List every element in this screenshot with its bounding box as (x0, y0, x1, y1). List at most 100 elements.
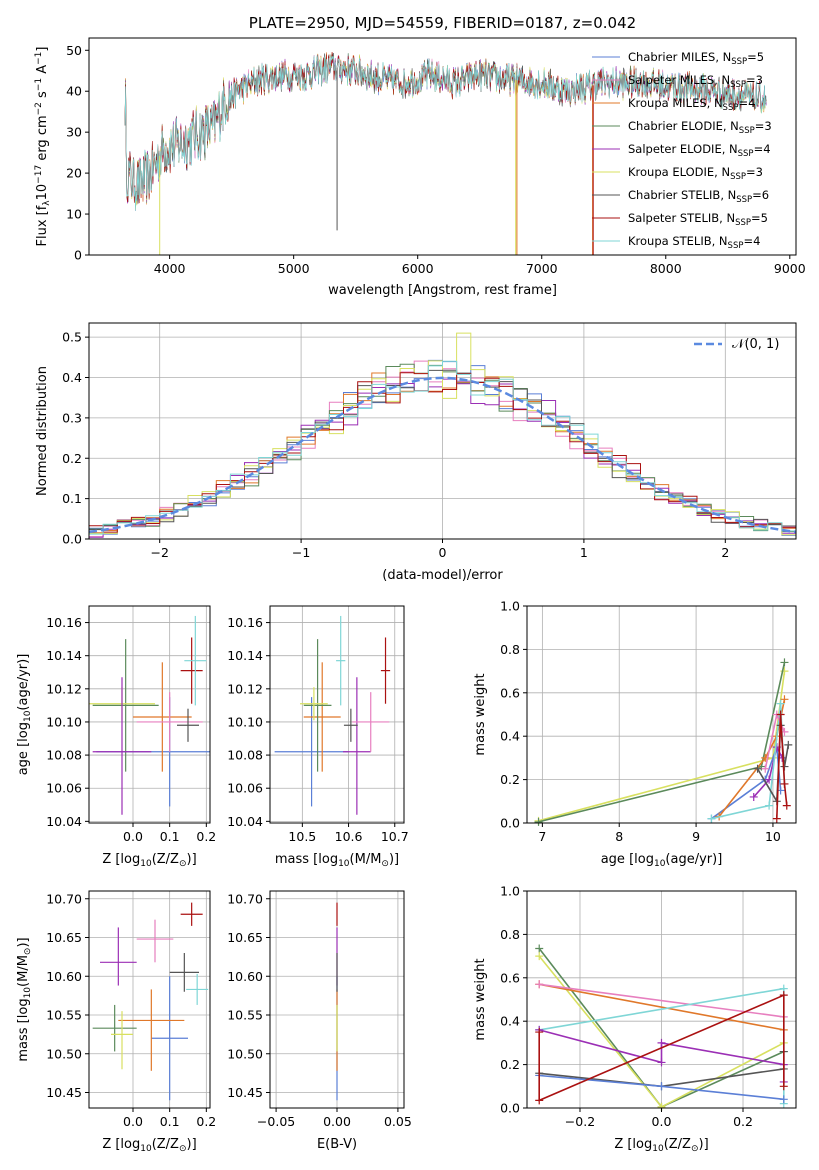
y-tick-label: 10.45 (227, 1085, 263, 1100)
axes-frame (269, 605, 405, 824)
x-axis-label-part: mass [log (275, 852, 338, 867)
axes-6: −0.05 0.00 0.05 10.45 10.50 10.55 10.60 10.65 10… (227, 890, 412, 1152)
y-axis-label-part: 10 (35, 184, 50, 201)
series-marker (761, 764, 770, 773)
plot-area (270, 606, 404, 823)
legend-entry: Chabrier STELIB, NSSP=6 (628, 188, 769, 205)
y-tick-label: 0 (74, 248, 82, 263)
y-axis-label-part: (age/yr)] (16, 654, 31, 711)
x-tick-label: 0.00 (323, 1114, 351, 1129)
legend-suffix: =3 (755, 119, 772, 133)
series-marker (784, 740, 793, 749)
series-line-salpeter-stelib (776, 714, 788, 819)
series-marker (780, 658, 789, 667)
error-bar-point (177, 708, 199, 742)
legend-subscript: SSP (738, 149, 754, 159)
series-marker (749, 792, 758, 801)
x-tick-label: 5000 (278, 261, 310, 276)
y-tick-label: 10.60 (227, 969, 263, 984)
x-axis-label-part: (M/M (350, 852, 382, 867)
legend-suffix: =5 (747, 50, 764, 64)
y-tick-label: 10.06 (227, 781, 263, 796)
x-axis-label-part: (Z/Z (664, 1137, 691, 1152)
y-tick-label: 10.10 (46, 714, 82, 729)
y-axis-label-part: ⊙ (23, 948, 33, 956)
y-axis-label-part: −1 (34, 52, 44, 65)
y-tick-label: 10.16 (46, 615, 82, 630)
x-tick-label: −2 (150, 545, 168, 560)
legend-label: Salpeter MILES, N (628, 73, 730, 87)
y-tick-label: 0.8 (500, 927, 520, 942)
series-marker (657, 1058, 666, 1067)
y-tick-label: 10.06 (46, 781, 82, 796)
legend-label: Salpeter ELODIE, N (628, 142, 738, 156)
x-axis-label-part: ⊙ (179, 1144, 187, 1154)
x-axis-label-part: age [log (601, 852, 654, 867)
x-axis-label-part: (Z/Z (152, 852, 179, 867)
x-tick-label: 0.1 (160, 1114, 180, 1129)
x-axis-label-part: ⊙ (691, 1144, 699, 1154)
y-axis-label-part: mass [log (16, 998, 31, 1061)
legend-subscript: SSP (735, 218, 751, 228)
y-tick-label: 40 (66, 84, 82, 99)
y-tick-label: 30 (66, 125, 82, 140)
x-tick-label: 0.0 (652, 1114, 672, 1129)
y-tick-label: 10.10 (227, 714, 263, 729)
x-axis-label-part: 10 (140, 1144, 152, 1154)
x-tick-label: 0.1 (160, 829, 180, 844)
y-tick-label: 0.4 (500, 1014, 520, 1029)
error-bar-point (180, 637, 203, 704)
y-tick-label: 1.0 (500, 884, 520, 899)
gaussian-curve (89, 376, 796, 534)
x-axis-label-part: 10 (338, 859, 350, 869)
y-axis-label: Flux [fλ10−17 erg cm−2 s−1 A−1] (34, 47, 52, 247)
x-axis-label-part: Z [log (614, 1137, 652, 1152)
legend: 𝒩(0, 1) (694, 337, 779, 352)
y-tick-label: 10.14 (46, 648, 82, 663)
plot-area (89, 891, 210, 1108)
y-tick-label: 10.70 (46, 891, 82, 906)
x-tick-label: 1 (580, 545, 588, 560)
y-tick-label: 10.08 (46, 748, 82, 763)
error-bar-point (118, 989, 185, 1071)
x-tick-label: 0 (439, 545, 447, 560)
x-axis-label: Z [log10(Z/Z⊙)] (102, 852, 196, 869)
x-tick-label: 0.0 (123, 1114, 143, 1129)
error-bar-point (169, 953, 199, 992)
series-marker (657, 1038, 666, 1047)
x-tick-label: 4000 (154, 261, 186, 276)
x-axis-label-part: 10 (140, 859, 152, 869)
legend-label: Salpeter STELIB, N (628, 211, 735, 225)
y-axis-label-part: 10 (23, 987, 33, 999)
spectrum-line-kroupa-stelib (124, 54, 767, 212)
error-bar-point (343, 677, 371, 815)
y-axis-label-part: −17 (34, 165, 44, 184)
y-tick-label: 10.04 (46, 814, 82, 829)
y-tick-label: 0.2 (500, 1057, 520, 1072)
series-marker (782, 801, 791, 810)
y-tick-label: 10.12 (46, 681, 82, 696)
x-tick-label: 7 (538, 829, 546, 844)
error-bar-point (180, 902, 203, 926)
legend-subscript: SSP (723, 103, 739, 113)
series-marker (779, 1082, 788, 1091)
y-tick-label: 10.50 (227, 1046, 263, 1061)
legend-suffix: =3 (746, 165, 763, 179)
y-tick-label: 0.1 (62, 491, 82, 506)
y-tick-label: 10.16 (227, 615, 263, 630)
error-bar-point (380, 637, 391, 704)
x-axis-label-part: )] (699, 1137, 709, 1152)
legend-entry: Salpeter MILES, NSSP=3 (628, 73, 763, 90)
x-tick-label: 7000 (526, 261, 558, 276)
y-tick-label: 10.50 (46, 1046, 82, 1061)
error-bar-point (186, 973, 209, 1005)
y-tick-label: 0.4 (500, 729, 520, 744)
axes-3: 10.5 10.6 10.7 10.04 10.06 10.08 10.10 10.12 10.… (227, 605, 409, 869)
y-axis-label-part: Flux [f (35, 205, 50, 246)
x-tick-label: 0.0 (123, 829, 143, 844)
x-axis-label-part: )] (389, 852, 399, 867)
y-axis-label: mass weight (473, 958, 488, 1040)
x-axis-label: Z [log10(Z/Z⊙)] (614, 1137, 708, 1154)
axes-5: 0.0 0.1 0.2 10.45 10.50 10.55 10.60 10.65 10.70 Z… (16, 890, 216, 1154)
